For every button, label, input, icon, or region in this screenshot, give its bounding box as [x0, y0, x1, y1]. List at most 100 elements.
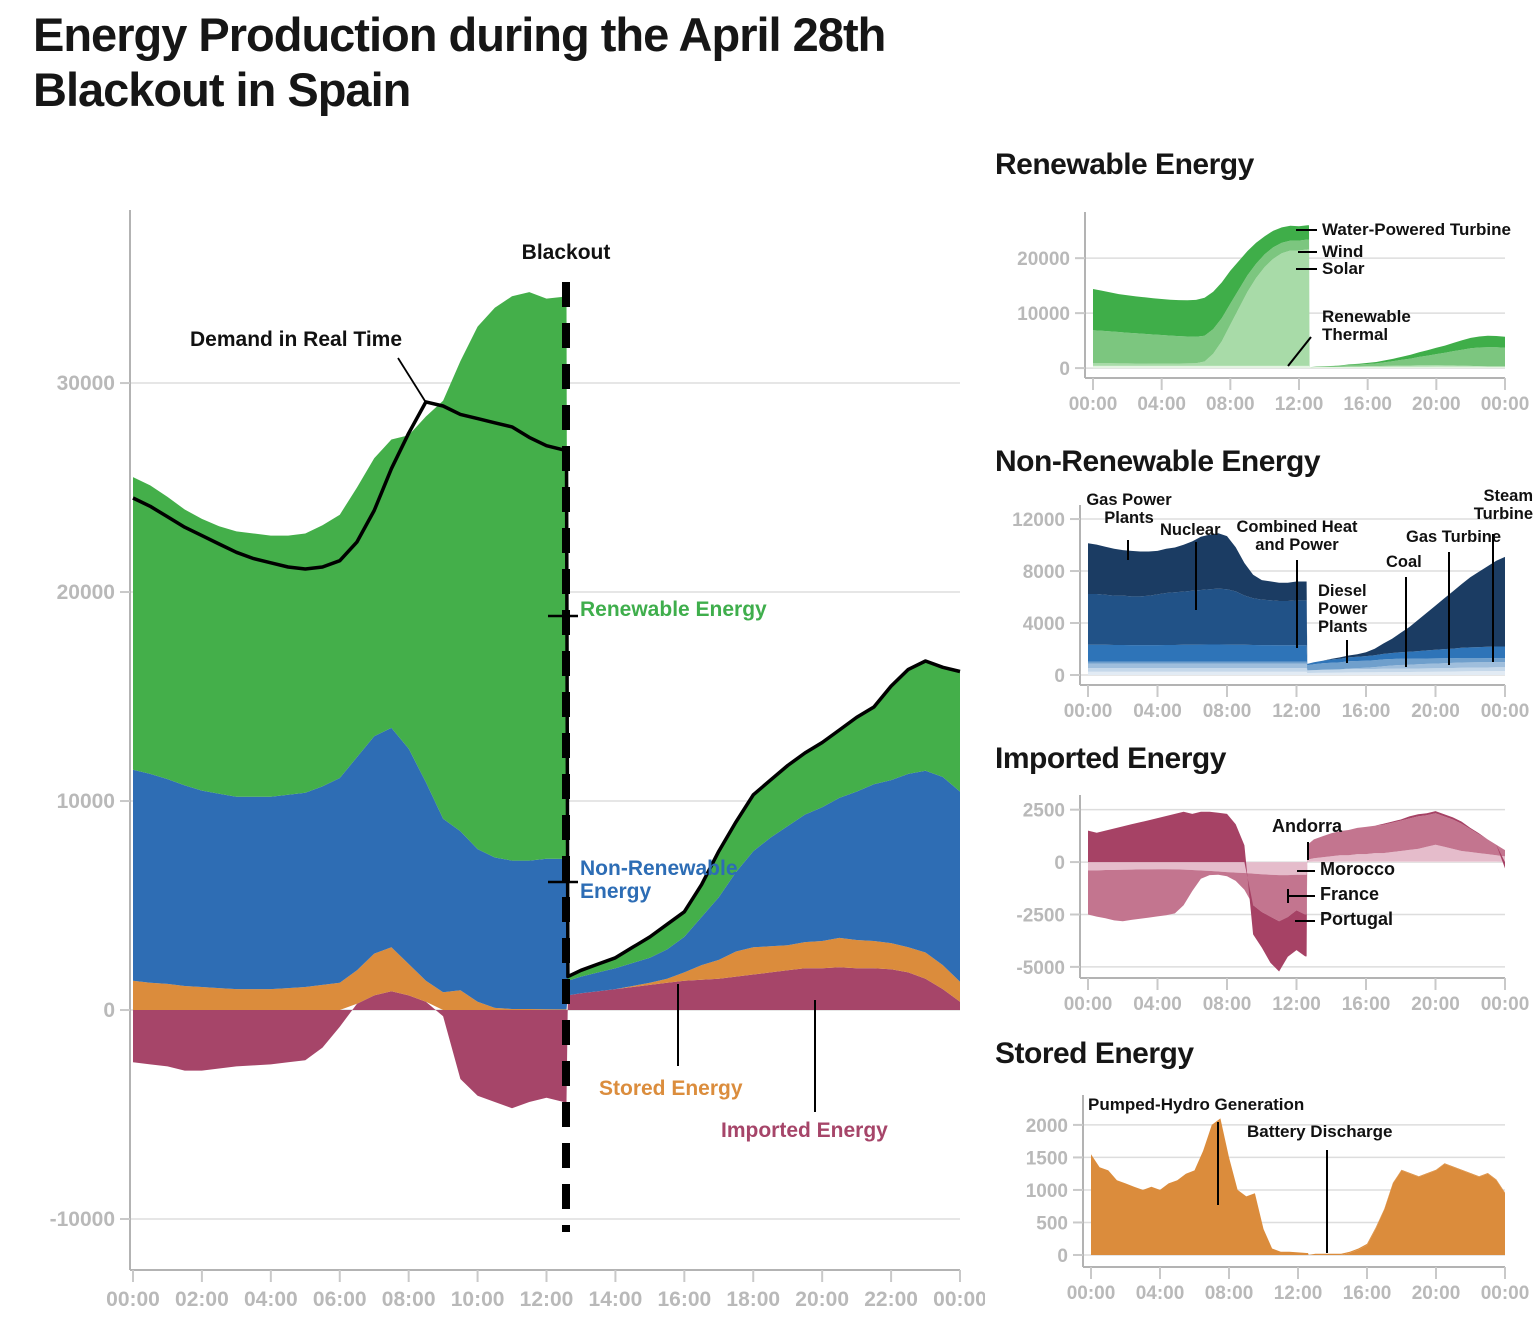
morocco-annotation: Morocco: [1320, 859, 1396, 879]
non_renewable-area-steam_turbine: [1088, 671, 1505, 675]
steam-turbine-annotation: Steam Turbine: [1473, 487, 1533, 523]
x-tick-label: 00:00: [1067, 1283, 1116, 1304]
x-tick-label: 00:00: [1481, 994, 1530, 1015]
non_renewable-area-coal: [1088, 662, 1505, 671]
x-tick-label: 20:00: [1412, 1283, 1461, 1304]
x-tick-label: 00:00: [1481, 701, 1530, 722]
x-tick-label: 16:00: [1343, 1283, 1392, 1304]
non_renewable-area-diesel: [1088, 658, 1505, 671]
y-tick-label: -10000: [50, 1208, 115, 1231]
x-tick-label: 08:00: [1203, 994, 1252, 1015]
portugal-annotation: Portugal: [1320, 909, 1394, 929]
x-tick-label: 12:00: [1272, 701, 1321, 722]
andorra-annotation: Andorra: [1272, 816, 1343, 836]
y-tick-label: 2000: [1026, 1116, 1068, 1137]
x-tick-label: 20:00: [1411, 701, 1460, 722]
solar-annotation: Solar: [1322, 259, 1365, 278]
x-tick-label: 22:00: [864, 1288, 918, 1311]
x-tick-label: 20:00: [1412, 394, 1461, 415]
renewable-area-thermal: [1093, 365, 1505, 369]
x-tick-label: 16:00: [1343, 394, 1392, 415]
x-tick-label: 12:00: [1275, 394, 1324, 415]
stored-area-pumped: [1091, 1118, 1505, 1255]
panel-title-imported: Imported Energy: [995, 742, 1226, 775]
renewable-area-water: [1093, 225, 1505, 368]
x-tick-label: 04:00: [1133, 994, 1182, 1015]
x-tick-label: 16:00: [1342, 994, 1391, 1015]
panel-title-non-renewable: Non-Renewable Energy: [995, 445, 1321, 478]
y-tick-label: 2500: [1023, 801, 1065, 822]
y-tick-label: 8000: [1023, 562, 1065, 583]
main-area-renewable: [133, 292, 960, 981]
x-tick-label: 00:00: [1064, 701, 1113, 722]
renewable-area-wind: [1093, 239, 1505, 368]
y-tick-label: 20000: [57, 581, 115, 604]
diesel-annotation: Diesel Power Plants: [1318, 582, 1368, 636]
non_renewable-area-chp: [1088, 644, 1505, 666]
y-tick-label: 0: [1057, 1246, 1068, 1267]
x-tick-label: 06:00: [313, 1288, 367, 1311]
x-tick-label: 16:00: [1342, 701, 1391, 722]
panel-title-stored: Stored Energy: [995, 1037, 1194, 1070]
y-tick-label: 500: [1036, 1213, 1068, 1234]
x-tick-label: 12:00: [1272, 994, 1321, 1015]
x-tick-label: 20:00: [795, 1288, 849, 1311]
main-area-imported: [133, 967, 960, 1109]
x-tick-label: 16:00: [657, 1288, 711, 1311]
x-tick-label: 18:00: [726, 1288, 780, 1311]
stored-annotation: Stored Energy: [599, 1077, 743, 1100]
y-tick-label: 0: [1054, 853, 1065, 874]
x-tick-label: 02:00: [175, 1288, 229, 1311]
x-tick-label: 10:00: [451, 1288, 505, 1311]
x-tick-label: 14:00: [589, 1288, 643, 1311]
pumped-hydro-annotation: Pumped-Hydro Generation: [1088, 1095, 1305, 1114]
y-tick-label: -5000: [1016, 958, 1065, 979]
non-renewable-annotation: Non-Renewable Energy: [580, 857, 738, 903]
imported-area-andorra: [1088, 861, 1505, 863]
y-tick-label: 4000: [1023, 614, 1065, 635]
x-tick-label: 08:00: [1205, 1283, 1254, 1304]
x-tick-label: 08:00: [1206, 394, 1255, 415]
x-tick-label: 04:00: [1136, 1283, 1185, 1304]
main-area-non_renewable: [133, 727, 960, 1010]
x-tick-label: 12:00: [1274, 1283, 1323, 1304]
y-tick-label: 0: [103, 999, 115, 1022]
x-tick-label: 04:00: [244, 1288, 298, 1311]
battery-discharge-annotation: Battery Discharge: [1247, 1122, 1393, 1141]
x-tick-label: 12:00: [520, 1288, 574, 1311]
page-title: Energy Production during the April 28th …: [33, 8, 886, 116]
x-tick-label: 00:00: [1481, 1283, 1530, 1304]
y-tick-label: 30000: [57, 372, 115, 395]
imported-area-france: [1088, 813, 1505, 922]
x-tick-label: 00:00: [933, 1288, 985, 1311]
blackout-annotation: Blackout: [521, 241, 611, 264]
y-tick-label: 1500: [1026, 1148, 1068, 1169]
main-energy-chart: 00:00 02:00 04:00 06:00 08:00 10:00 12:00 14:00…: [50, 210, 985, 1311]
y-tick-label: 10000: [57, 790, 115, 813]
stored-panel-chart: 00:00 04:00 08:00 12:00 16:00 20:00 00:00 0 500 1…: [1026, 1095, 1530, 1304]
x-tick-label: 20:00: [1411, 994, 1460, 1015]
y-tick-label: 12000: [1012, 510, 1065, 531]
x-tick-label: 00:00: [1064, 994, 1113, 1015]
x-tick-label: 04:00: [1137, 394, 1186, 415]
y-tick-label: 0: [1059, 359, 1070, 380]
y-tick-label: 0: [1054, 666, 1065, 687]
renewable-annotation: Renewable Energy: [580, 598, 767, 621]
x-tick-label: 08:00: [382, 1288, 436, 1311]
france-annotation: France: [1320, 884, 1380, 904]
imported-area-morocco: [1088, 844, 1505, 876]
imported-panel-chart: 00:00 04:00 08:00 12:00 16:00 20:00 00:00 -5000…: [1016, 795, 1530, 1015]
y-tick-label: 1000: [1026, 1181, 1068, 1202]
wind-annotation: Wind: [1322, 242, 1364, 261]
x-tick-label: 04:00: [1133, 701, 1182, 722]
coal-annotation: Coal: [1386, 553, 1422, 571]
renewable-panel-chart: 00:00 04:00 08:00 12:00 16:00 20:00 00:00 0 1000…: [1017, 212, 1529, 415]
nuclear-annotation: Nuclear: [1160, 521, 1221, 539]
renewable-thermal-annotation: Renewable Thermal: [1322, 307, 1411, 345]
gas-power-plants-annotation: Gas Power Plants: [1086, 491, 1172, 527]
x-tick-label: 00:00: [106, 1288, 160, 1311]
renewable-area-solar: [1093, 249, 1505, 368]
water-turbine-annotation: Water-Powered Turbine: [1322, 220, 1511, 239]
imported-annotation: Imported Energy: [721, 1119, 888, 1142]
x-tick-label: 08:00: [1203, 701, 1252, 722]
